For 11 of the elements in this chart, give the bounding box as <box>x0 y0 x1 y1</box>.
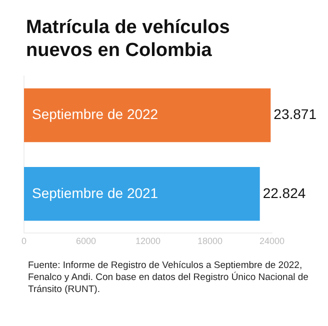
x-tick-label: 6000 <box>76 236 96 246</box>
data-label: 23.871 <box>274 106 317 122</box>
y-tick-label: Septiembre de 2022 <box>32 106 158 122</box>
y-tick-label: Septiembre de 2021 <box>32 184 158 201</box>
source-note: Fuente: Informe de Registro de Vehículos a Septiembre de 2022, Fenalco y Andi. Con base en datos del Registro Único Nacional de Tránsito (RUNT). <box>27 259 310 296</box>
x-tick-label: 24000 <box>259 236 285 246</box>
x-tick-label: 12000 <box>135 236 161 246</box>
x-tick-label: 0 <box>21 236 27 246</box>
data-label: 22.824 <box>262 184 306 201</box>
chart-title: Matrícula de vehículos nuevos en Colombia <box>25 16 231 62</box>
x-tick-label: 18000 <box>197 236 223 246</box>
